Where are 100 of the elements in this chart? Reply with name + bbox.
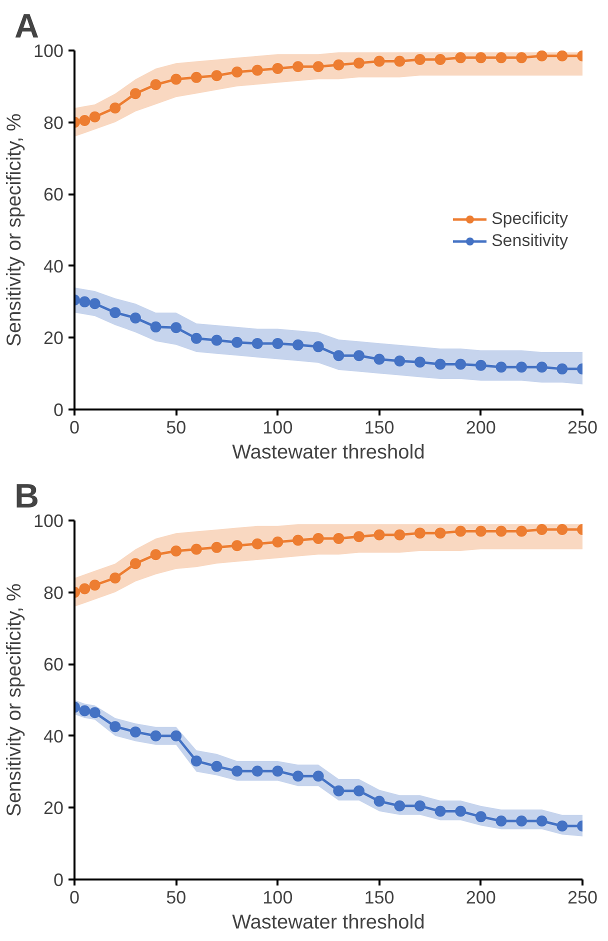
x-tick-label: 100 — [262, 418, 293, 438]
point — [434, 54, 446, 65]
point — [394, 800, 406, 812]
point — [312, 770, 324, 782]
point — [150, 321, 162, 332]
y-tick-label: 0 — [53, 400, 64, 420]
point — [211, 760, 222, 772]
point — [475, 52, 486, 64]
y-tick-label: 60 — [43, 654, 64, 675]
point — [374, 529, 385, 540]
point — [496, 362, 507, 373]
x-axis-title: Wastewater threshold — [232, 442, 425, 464]
point — [79, 296, 90, 308]
x-tick-label: 250 — [567, 888, 598, 908]
x-tick-label: 50 — [166, 888, 186, 908]
point — [130, 558, 141, 570]
legend-label: Specificity — [491, 208, 568, 228]
point — [455, 358, 466, 370]
point — [556, 363, 568, 374]
point — [232, 66, 243, 78]
x-tick-label: 0 — [69, 888, 80, 908]
point — [394, 356, 406, 367]
point — [89, 298, 100, 310]
x-tick-label: 150 — [364, 888, 394, 908]
point — [150, 79, 162, 90]
y-tick-label: 20 — [43, 328, 64, 348]
point — [455, 806, 466, 817]
y-tick-label: 80 — [43, 112, 64, 133]
point — [110, 572, 121, 584]
y-axis-title: Sensitivity or specificity, % — [3, 113, 26, 347]
point — [353, 350, 364, 362]
point — [333, 350, 344, 362]
x-tick-label: 150 — [364, 418, 394, 438]
y-axis-title: Sensitivity or specificity, % — [3, 583, 26, 817]
point — [130, 88, 141, 100]
point — [211, 70, 222, 82]
point — [496, 52, 507, 64]
point — [434, 358, 446, 370]
point — [394, 56, 406, 67]
point — [414, 528, 426, 539]
point — [374, 56, 385, 67]
point — [374, 796, 385, 807]
point — [232, 336, 243, 348]
point — [434, 528, 446, 539]
point — [516, 815, 528, 826]
y-tick-label: 40 — [43, 256, 64, 276]
point — [110, 721, 121, 732]
point — [516, 526, 528, 537]
y-tick-label: 60 — [43, 184, 64, 205]
point — [312, 532, 324, 544]
point — [232, 766, 243, 777]
point — [414, 800, 426, 812]
point — [79, 583, 90, 594]
point — [374, 354, 385, 365]
point — [312, 61, 324, 72]
x-tick-label: 50 — [166, 418, 186, 438]
point — [89, 111, 100, 122]
point — [475, 811, 486, 822]
point — [333, 785, 344, 796]
x-axis-title: Wastewater threshold — [232, 912, 425, 934]
point — [211, 334, 222, 346]
point — [110, 102, 121, 114]
point — [536, 524, 548, 535]
point — [333, 59, 344, 70]
point — [252, 64, 263, 76]
point — [292, 770, 304, 782]
point — [190, 544, 202, 555]
point — [496, 815, 507, 826]
y-tick-label: 40 — [43, 726, 64, 746]
point — [312, 341, 324, 352]
point — [190, 756, 202, 767]
point — [190, 332, 202, 344]
point — [211, 542, 222, 553]
point — [89, 707, 100, 718]
y-tick-label: 80 — [43, 582, 64, 603]
point — [394, 529, 406, 540]
point — [272, 338, 284, 349]
point — [170, 322, 182, 334]
point — [414, 356, 426, 368]
point — [556, 50, 568, 62]
x-tick-label: 250 — [567, 418, 598, 438]
x-tick-label: 200 — [466, 888, 496, 908]
point — [353, 58, 364, 69]
x-tick-label: 0 — [69, 418, 80, 438]
point — [79, 705, 90, 716]
point — [455, 52, 466, 64]
point — [536, 815, 548, 826]
point — [536, 50, 548, 62]
point — [353, 531, 364, 542]
point — [516, 362, 528, 373]
point — [272, 62, 284, 74]
point — [110, 307, 121, 318]
point — [292, 61, 304, 72]
x-tick-label: 100 — [262, 888, 293, 908]
point — [252, 766, 263, 777]
point — [89, 580, 100, 591]
point — [414, 54, 426, 65]
point — [190, 72, 202, 83]
point — [272, 766, 284, 777]
point — [252, 538, 263, 550]
